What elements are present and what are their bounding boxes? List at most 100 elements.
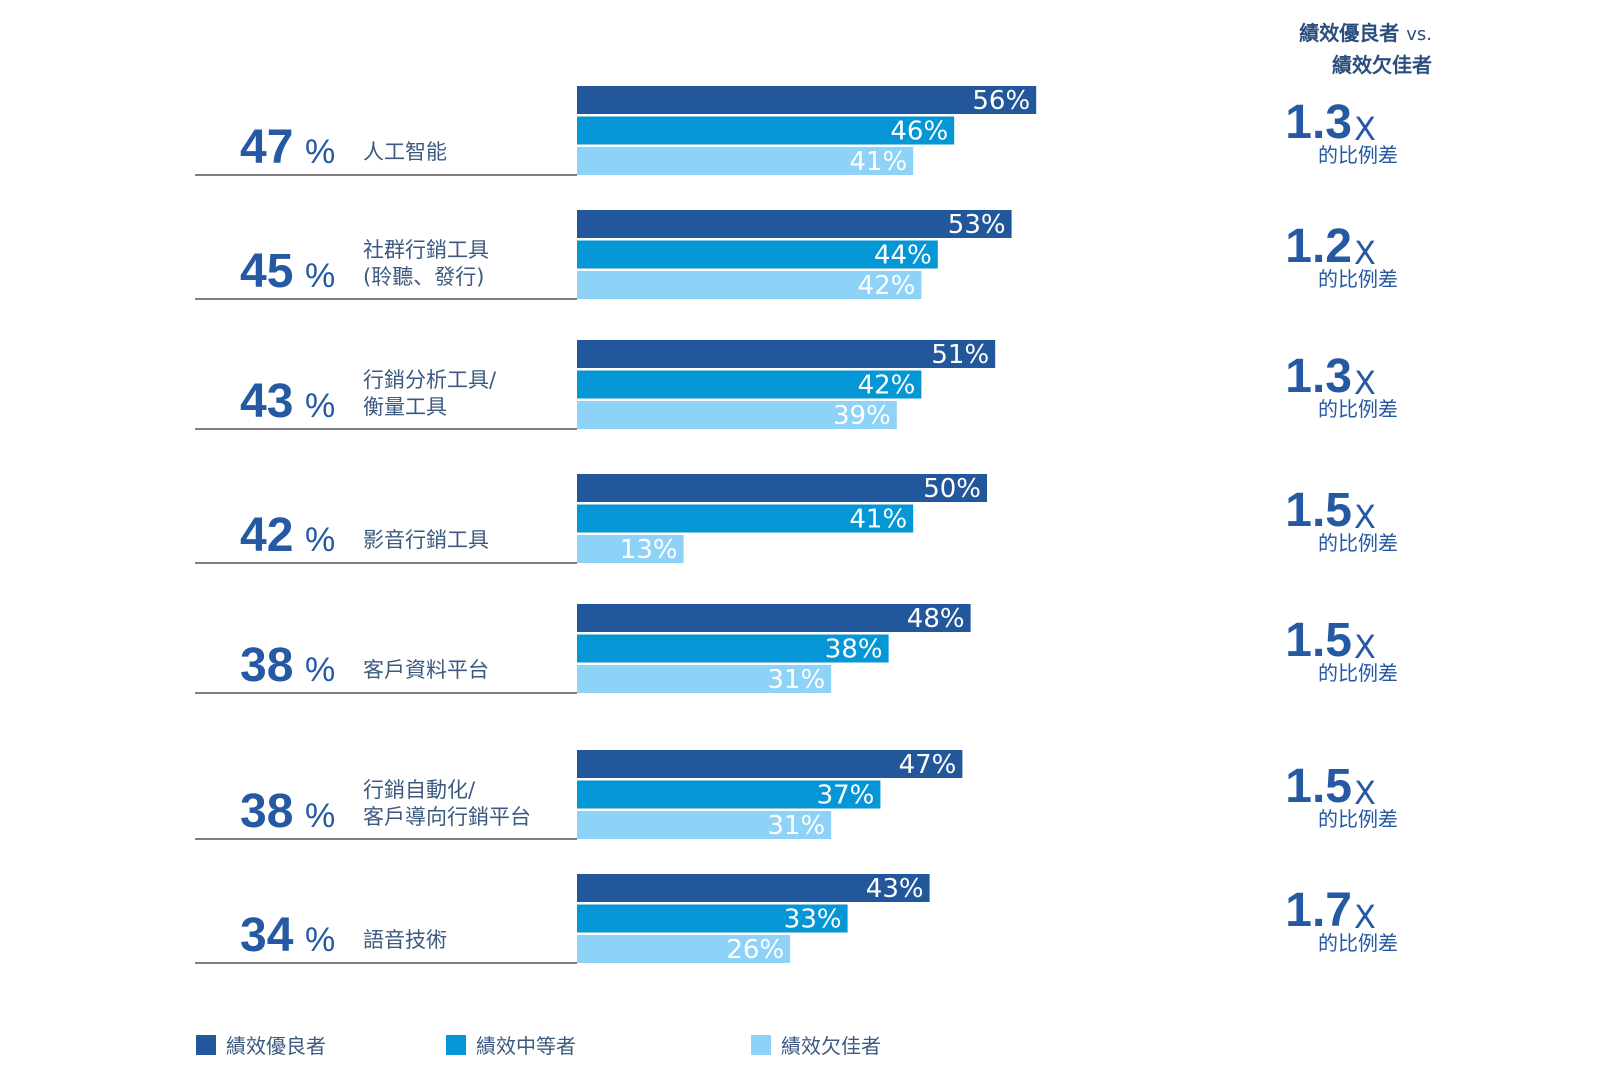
overall-percent-value: 45 [240, 245, 293, 298]
bar-top [577, 604, 971, 632]
bar-value-label: 33% [784, 905, 842, 935]
ratio-suffix: X [1354, 364, 1376, 402]
bar-value-label: 39% [833, 401, 891, 431]
ratio-column-header: 績效優良者 vs. 績效欠佳者 [1299, 18, 1432, 80]
overall-percent-sign: % [305, 797, 335, 835]
ratio-value: 1.2 [1285, 220, 1352, 273]
bar-top [577, 874, 930, 902]
legend-swatch-mid [446, 1034, 466, 1055]
ratio-caption: 的比例差 [1318, 397, 1398, 421]
legend-swatch-top [196, 1034, 216, 1055]
ratio-suffix: X [1354, 110, 1376, 148]
bar-value-label: 47% [899, 750, 957, 780]
bar-value-label: 13% [620, 535, 678, 565]
ratio-caption: 的比例差 [1318, 661, 1398, 685]
bar-value-label: 31% [767, 811, 825, 841]
bar-low [577, 271, 922, 299]
legend-item-low: 績效欠佳者 [751, 1030, 881, 1059]
ratio-value: 1.3 [1285, 96, 1352, 149]
overall-percent-sign: % [305, 651, 335, 689]
legend-item-mid: 績效中等者 [446, 1030, 576, 1059]
ratio-caption: 的比例差 [1318, 807, 1398, 831]
bar-top [577, 474, 987, 502]
category-label: 社群行銷工具 [363, 238, 489, 262]
bar-value-label: 37% [817, 781, 875, 811]
bar-value-label: 51% [931, 340, 989, 370]
category-label: 衡量工具 [363, 395, 447, 419]
category-label: 影音行銷工具 [363, 528, 489, 552]
legend-label-low: 績效欠佳者 [781, 1034, 881, 1058]
bar-value-label: 42% [858, 371, 916, 401]
bar-value-label: 26% [726, 935, 784, 965]
bar-top [577, 86, 1037, 114]
ratio-value: 1.5 [1285, 484, 1352, 537]
bar-mid [577, 904, 848, 933]
header-vs: vs. [1406, 24, 1432, 45]
overall-percent-value: 38 [240, 639, 293, 692]
bar-mid [577, 634, 889, 663]
overall-percent-sign: % [305, 133, 335, 171]
ratio-value: 1.5 [1285, 760, 1352, 813]
bar-mid [577, 240, 938, 269]
header-line2: 績效欠佳者 [1332, 53, 1432, 77]
ratio-caption: 的比例差 [1318, 931, 1398, 955]
overall-percent-sign: % [305, 387, 335, 425]
ratio-value: 1.5 [1285, 614, 1352, 667]
ratio-suffix: X [1354, 628, 1376, 666]
legend-item-top: 績效優良者 [196, 1030, 326, 1059]
ratio-suffix: X [1354, 898, 1376, 936]
overall-percent-value: 34 [240, 909, 294, 962]
category-label: 客戶資料平台 [363, 658, 489, 682]
bar-mid [577, 370, 922, 399]
bar-value-label: 42% [858, 271, 916, 301]
bar-value-label: 50% [923, 474, 981, 504]
ratio-suffix: X [1354, 498, 1376, 536]
category-label: 行銷分析工具/ [363, 368, 497, 392]
category-label: 人工智能 [363, 140, 447, 164]
category-label: 語音技術 [363, 928, 447, 952]
overall-percent-value: 47 [240, 121, 293, 174]
bar-low [577, 665, 832, 693]
bar-top [577, 210, 1012, 238]
bar-mid [577, 116, 955, 145]
ratio-caption: 的比例差 [1318, 531, 1398, 555]
bar-top [577, 750, 963, 778]
bar-low [577, 147, 914, 175]
bar-low [577, 811, 832, 839]
overall-percent-value: 38 [240, 785, 293, 838]
bar-value-label: 46% [890, 117, 948, 147]
bar-low [577, 535, 684, 563]
overall-percent-sign: % [305, 921, 335, 959]
overall-percent-sign: % [305, 521, 335, 559]
ratio-caption: 的比例差 [1318, 267, 1398, 291]
ratio-caption: 的比例差 [1318, 143, 1398, 167]
bar-value-label: 44% [874, 241, 932, 271]
bar-value-label: 48% [907, 604, 965, 634]
bar-top [577, 340, 996, 368]
bar-mid [577, 504, 914, 533]
bar-value-label: 41% [849, 505, 907, 535]
overall-percent-value: 42 [240, 509, 293, 562]
ratio-suffix: X [1354, 234, 1376, 272]
header-line1: 績效優良者 [1299, 21, 1400, 45]
legend-swatch-low [751, 1034, 771, 1055]
bar-low [577, 401, 897, 429]
bar-value-label: 43% [866, 874, 924, 904]
category-label: 客戶導向行銷平台 [363, 805, 531, 829]
bar-low [577, 935, 791, 963]
bar-value-label: 31% [767, 665, 825, 695]
bar-value-label: 38% [825, 635, 883, 665]
legend-label-top: 績效優良者 [226, 1034, 326, 1058]
bar-value-label: 56% [972, 86, 1030, 116]
bar-value-label: 53% [948, 210, 1006, 240]
ratio-suffix: X [1354, 774, 1376, 812]
bar-value-label: 41% [849, 147, 907, 177]
legend-label-mid: 績效中等者 [476, 1034, 576, 1058]
overall-percent-sign: % [305, 257, 335, 295]
ratio-value: 1.3 [1285, 350, 1352, 403]
category-label: (聆聽、發行) [363, 265, 484, 289]
bar-mid [577, 780, 881, 809]
category-label: 行銷自動化/ [363, 778, 476, 802]
ratio-value: 1.7 [1285, 884, 1352, 937]
